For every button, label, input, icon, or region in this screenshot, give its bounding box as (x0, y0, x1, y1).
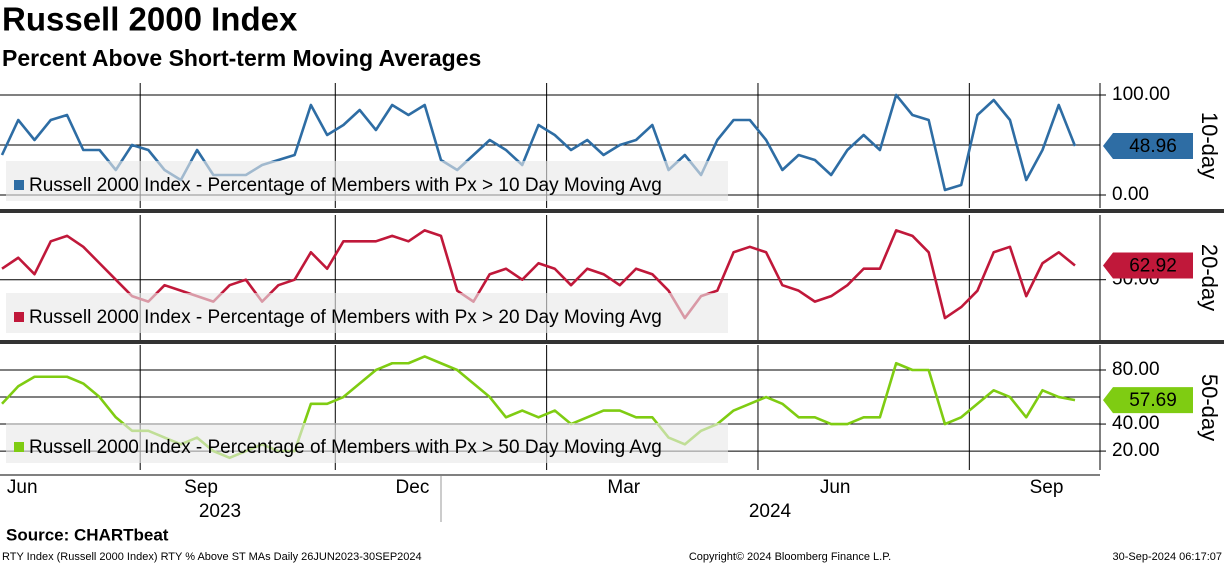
series-line (1, 229, 1076, 320)
legend-swatch (14, 442, 24, 452)
legend-label: Russell 2000 Index - Percentage of Membe… (29, 175, 662, 196)
panel-separator (0, 340, 1224, 344)
y-tick-label: 0.00 (1112, 184, 1149, 205)
legend-label: Russell 2000 Index - Percentage of Membe… (29, 307, 662, 328)
y-axis-title: 20-day (1197, 244, 1222, 311)
legend-box (6, 161, 728, 201)
last-value-box (1103, 133, 1193, 160)
x-tick-label: Jun (7, 477, 38, 498)
y-axis-title: 10-day (1197, 112, 1222, 179)
legend-label: Russell 2000 Index - Percentage of Membe… (29, 437, 662, 458)
y-tick-label: 20.00 (1112, 440, 1160, 461)
legend-box (6, 293, 728, 333)
last-value-box (1103, 387, 1193, 414)
footer-timestamp: 30-Sep-2024 06:17:07 (1113, 551, 1222, 563)
footer-copyright: Copyright© 2024 Bloomberg Finance L.P. (689, 551, 891, 563)
y-axis-title: 50-day (1197, 374, 1222, 441)
chart-subtitle: Percent Above Short-term Moving Averages (2, 45, 481, 71)
last-value-label: 57.69 (1129, 390, 1177, 411)
y-tick-label: 100.00 (1112, 84, 1170, 105)
panel-separator (0, 209, 1224, 213)
legend-swatch (14, 180, 24, 190)
last-value-label: 48.96 (1129, 136, 1177, 157)
source: Source: CHARTbeat (6, 525, 169, 544)
legend-box (6, 423, 728, 463)
footer-ticker: RTY Index (Russell 2000 Index) RTY % Abo… (2, 551, 422, 563)
x-year-label: 2024 (749, 501, 792, 522)
x-year-label: 2023 (199, 501, 241, 522)
legend-swatch (14, 312, 24, 322)
x-tick-label: Sep (1030, 477, 1064, 498)
chart-title: Russell 2000 Index (2, 1, 298, 38)
y-tick-label: 40.00 (1112, 413, 1160, 434)
x-tick-label: Mar (607, 477, 640, 498)
y-tick-label: 80.00 (1112, 359, 1160, 380)
x-tick-label: Jun (820, 477, 851, 498)
last-value-box (1103, 252, 1193, 279)
last-value-label: 62.92 (1129, 256, 1177, 277)
x-tick-label: Dec (396, 477, 430, 498)
x-tick-label: Sep (184, 477, 218, 498)
